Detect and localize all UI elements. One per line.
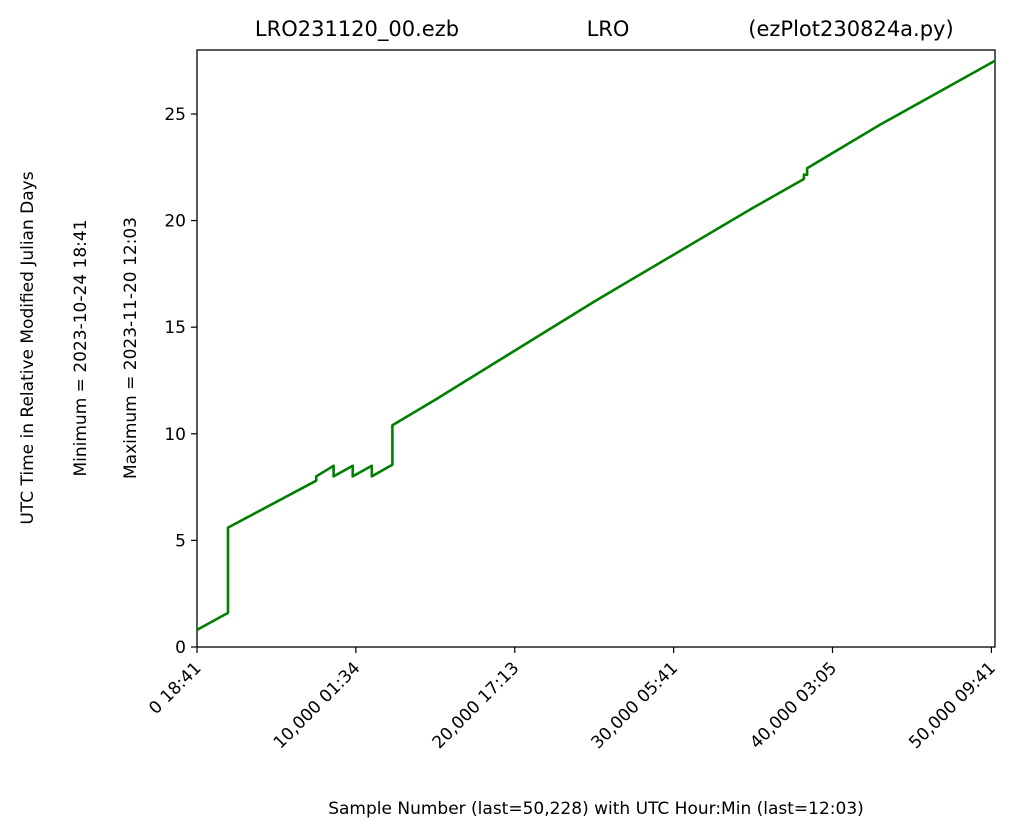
x-tick-label: 40,000 03:05 xyxy=(746,658,841,753)
x-axis-ticks: 0 18:41 10,000 01:34 20,000 17:13 30,000 05… xyxy=(145,647,1000,753)
y-axis-labels: UTC Time in Relative Modified Julian Day… xyxy=(18,171,141,524)
y-axis-ticks: 0 5 10 15 20 25 xyxy=(164,105,197,658)
x-tick-label: 30,000 05:41 xyxy=(587,658,682,753)
y-axis-label-0: UTC Time in Relative Modified Julian Day… xyxy=(18,171,38,524)
series-lines xyxy=(196,59,996,632)
y-tick-label: 20 xyxy=(164,212,186,232)
title-part-2: (ezPlot230824a.py) xyxy=(748,17,953,41)
plot-frame xyxy=(196,49,996,648)
y-tick-label: 0 xyxy=(175,638,186,658)
y-tick-label: 10 xyxy=(164,425,186,445)
y-tick-label: 25 xyxy=(164,105,186,125)
chart-title: LRO231120_00.ezb LRO (ezPlot230824a.py) xyxy=(255,17,954,42)
y-tick-label: 5 xyxy=(175,531,186,551)
series-line-0 xyxy=(196,59,996,632)
y-tick-label: 15 xyxy=(164,318,186,338)
y-axis-label-2: Maximum = 2023-11-20 12:03 xyxy=(121,217,141,479)
x-tick-label: 20,000 17:13 xyxy=(429,658,524,753)
x-tick-label: 10,000 01:34 xyxy=(270,658,365,753)
title-part-1: LRO xyxy=(587,17,630,41)
plot-area xyxy=(196,49,996,648)
x-tick-label: 50,000 09:41 xyxy=(905,658,1000,753)
x-axis-label: Sample Number (last=50,228) with UTC Hou… xyxy=(328,799,864,819)
x-tick-label: 0 18:41 xyxy=(145,658,205,718)
title-part-0: LRO231120_00.ezb xyxy=(255,17,459,42)
y-axis-label-1: Minimum = 2023-10-24 18:41 xyxy=(71,219,91,476)
